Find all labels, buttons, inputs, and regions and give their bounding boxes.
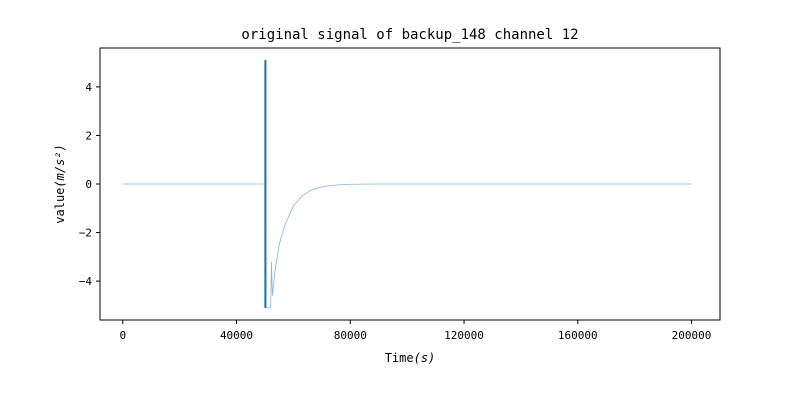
y-axis-label: value(m/s²)	[53, 144, 67, 223]
plot-area	[122, 60, 692, 309]
chart-title: original signal of backup_148 channel 12	[241, 27, 578, 43]
x-axis-label: Time(s)	[385, 351, 436, 365]
y-axis: −4 −2 0 2 4	[79, 81, 100, 288]
x-axis-label-text: Time	[385, 351, 414, 365]
x-axis-label-unit: (s)	[414, 351, 436, 365]
y-tick-label-1: −2	[79, 227, 92, 240]
y-tick-label-4: 4	[85, 81, 92, 94]
x-tick-label-1: 40000	[220, 329, 253, 342]
x-tick-label-3: 120000	[444, 329, 484, 342]
x-tick-label-0: 0	[119, 329, 126, 342]
x-tick-label-5: 200000	[672, 329, 712, 342]
x-tick-label-4: 160000	[558, 329, 598, 342]
spike-lines	[264, 60, 267, 308]
x-tick-label-2: 80000	[334, 329, 367, 342]
x-axis: 0 40000 80000 120000 160000 200000	[119, 320, 711, 342]
y-tick-label-3: 2	[85, 129, 92, 142]
y-axis-label-unit: (m/s²)	[53, 144, 67, 187]
y-tick-label-2: 0	[85, 178, 92, 191]
y-axis-label-text: value	[53, 188, 67, 224]
series-line	[122, 60, 692, 309]
y-tick-label-0: −4	[79, 275, 93, 288]
